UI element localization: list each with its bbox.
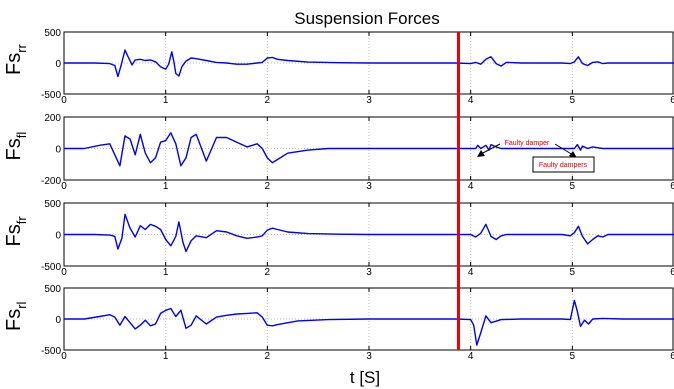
y-tick-label: -500 [41, 346, 61, 357]
arrow-right-head [569, 151, 577, 158]
x-tick-label: 2 [265, 351, 271, 362]
arrow-left-shaft [480, 143, 501, 155]
y-axis-label: Fsrr [3, 43, 29, 75]
x-tick-label: 6 [670, 267, 674, 278]
series-line [64, 49, 674, 78]
y-tick-label: 0 [55, 145, 61, 156]
x-tick-label: 5 [570, 351, 576, 362]
y-axis-label-sub: rr [14, 43, 29, 52]
x-tick-label: 6 [670, 181, 674, 192]
faulty-damper-label: Faulty damper [505, 140, 550, 147]
x-tick-label: 2 [265, 95, 271, 106]
x-tick-label: 5 [570, 267, 576, 278]
x-tick-label: 5 [570, 181, 576, 192]
series-line [64, 213, 674, 253]
x-tick-label: 1 [163, 267, 169, 278]
x-tick-label: 4 [468, 181, 474, 192]
y-axis-label: Fsfr [3, 216, 29, 247]
x-tick-label: 2 [265, 267, 271, 278]
x-tick-label: 0 [61, 267, 67, 278]
y-axis-label-main: Fs [3, 138, 25, 160]
y-tick-label: -500 [41, 262, 61, 273]
x-tick-label: 0 [61, 95, 67, 106]
figure-title: Suspension Forces [294, 9, 440, 28]
y-tick-label: 500 [44, 28, 61, 39]
series-line [64, 299, 674, 346]
fault-annotations: Faulty damper Faulty dampers [477, 140, 595, 173]
y-axis-label-sub: fl [14, 132, 29, 139]
y-axis-label: Fsfl [3, 132, 29, 161]
y-axis-label-sub: rl [14, 301, 29, 308]
y-axis-label-sub: fr [14, 216, 29, 225]
y-axis-label-main: Fs [3, 224, 25, 246]
x-tick-label: 4 [468, 95, 474, 106]
y-tick-label: 0 [55, 231, 61, 242]
y-axis-label: Fsrl [3, 301, 29, 331]
x-tick-label: 1 [163, 95, 169, 106]
y-axis-label-main: Fs [3, 309, 25, 331]
y-tick-label: 500 [44, 199, 61, 210]
x-tick-label: 6 [670, 95, 674, 106]
x-tick-label: 3 [366, 351, 372, 362]
y-tick-label: -200 [41, 176, 61, 187]
x-tick-label: 3 [366, 267, 372, 278]
x-tick-label: 3 [366, 181, 372, 192]
faulty-dampers-box [532, 156, 595, 173]
x-tick-label: 5 [570, 95, 576, 106]
x-tick-label: 1 [163, 181, 169, 192]
y-tick-label: 200 [44, 113, 61, 124]
y-tick-label: 500 [44, 284, 61, 295]
arrow-right-shaft [554, 143, 574, 156]
x-tick-label: 4 [468, 351, 474, 362]
y-tick-label: 0 [55, 315, 61, 326]
x-tick-label: 2 [265, 181, 271, 192]
faulty-dampers-label: Faulty dampers [539, 162, 588, 169]
y-tick-label: 0 [55, 59, 61, 70]
y-axis-label-main: Fs [3, 53, 25, 75]
y-tick-label: -500 [41, 90, 61, 101]
x-tick-label: 4 [468, 267, 474, 278]
arrow-left-head [477, 150, 485, 157]
x-tick-label: 1 [163, 351, 169, 362]
x-tick-label: 0 [61, 351, 67, 362]
x-tick-label: 0 [61, 181, 67, 192]
x-tick-label: 3 [366, 95, 372, 106]
x-axis-label: t [S] [350, 368, 380, 387]
x-tick-label: 6 [670, 351, 674, 362]
series-line [64, 132, 674, 167]
